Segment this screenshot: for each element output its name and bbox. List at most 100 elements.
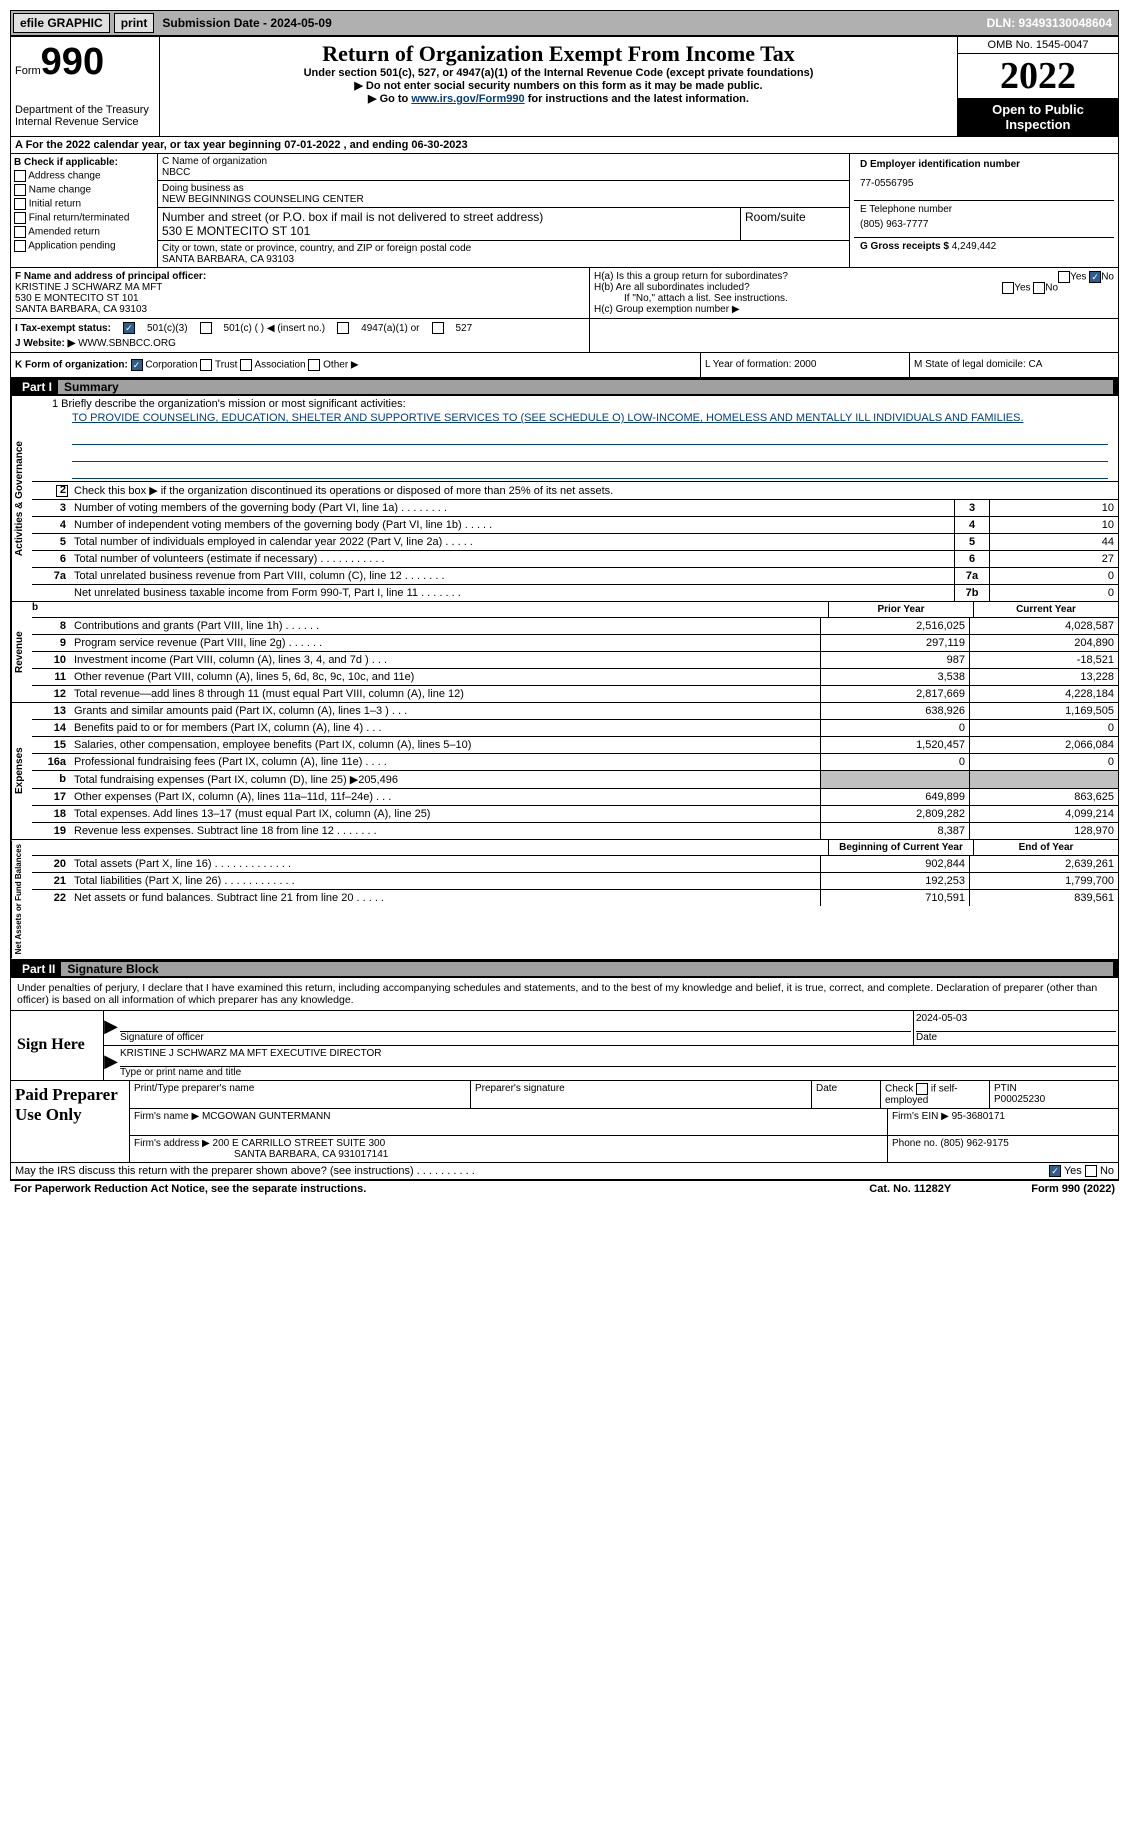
expenses-section: Expenses 13Grants and similar amounts pa… bbox=[10, 703, 1119, 840]
firm-ein: 95-3680171 bbox=[952, 1111, 1005, 1122]
m-state: M State of legal domicile: CA bbox=[909, 353, 1118, 377]
table-row: Net unrelated business taxable income fr… bbox=[32, 585, 1118, 601]
ein: 77-0556795 bbox=[860, 170, 1108, 197]
vlabel-na: Net Assets or Fund Balances bbox=[11, 840, 32, 958]
f-addr2: SANTA BARBARA, CA 93103 bbox=[15, 304, 585, 315]
tax-status-row: I Tax-exempt status: 501(c)(3) 501(c) ( … bbox=[10, 319, 1119, 353]
table-row: bTotal fundraising expenses (Part IX, co… bbox=[32, 771, 1118, 789]
pra-notice: For Paperwork Reduction Act Notice, see … bbox=[14, 1183, 869, 1195]
part1-header: Part I Summary bbox=[10, 378, 1119, 396]
part2-header: Part II Signature Block bbox=[10, 960, 1119, 978]
form-subtitle3: ▶ Go to www.irs.gov/Form990 for instruct… bbox=[164, 92, 953, 105]
j-label: J Website: ▶ bbox=[15, 338, 75, 349]
d-label: D Employer identification number bbox=[860, 159, 1108, 170]
table-row: 22Net assets or fund balances. Subtract … bbox=[32, 890, 1118, 906]
cb-501c[interactable] bbox=[200, 322, 212, 334]
b-label: B Check if applicable: bbox=[14, 157, 154, 168]
table-row: 13Grants and similar amounts paid (Part … bbox=[32, 703, 1118, 720]
website-url: WWW.SBNBCC.ORG bbox=[78, 338, 176, 349]
cb-initial[interactable] bbox=[14, 198, 26, 210]
sig-date: 2024-05-03 bbox=[916, 1013, 1116, 1032]
mission-q: 1 Briefly describe the organization's mi… bbox=[32, 396, 1118, 410]
addr-value: 530 E MONTECITO ST 101 bbox=[162, 224, 736, 238]
discuss-no[interactable] bbox=[1085, 1165, 1097, 1177]
dba-label: Doing business as bbox=[162, 183, 845, 194]
hb-label: H(b) Are all subordinates included? bbox=[594, 282, 750, 293]
cat-no: Cat. No. 11282Y bbox=[869, 1183, 951, 1195]
hb-no[interactable] bbox=[1033, 282, 1045, 294]
cb-addr[interactable] bbox=[14, 170, 26, 182]
form-subtitle1: Under section 501(c), 527, or 4947(a)(1)… bbox=[164, 67, 953, 79]
sig-of-officer: Signature of officer bbox=[120, 1032, 911, 1043]
ha-yes[interactable] bbox=[1058, 271, 1070, 283]
arrow-icon: ▶ bbox=[104, 1046, 118, 1080]
table-row: 21Total liabilities (Part X, line 26) . … bbox=[32, 873, 1118, 890]
dept-label: Department of the Treasury Internal Reve… bbox=[15, 104, 155, 128]
tax-year: 2022 bbox=[958, 54, 1118, 98]
vlabel-ag: Activities & Governance bbox=[11, 396, 32, 601]
print-btn[interactable]: print bbox=[114, 13, 155, 33]
sign-here-label: Sign Here bbox=[11, 1011, 104, 1080]
e-label: E Telephone number bbox=[860, 204, 1108, 215]
cb-corp[interactable] bbox=[131, 359, 143, 371]
cb-line2[interactable] bbox=[56, 485, 68, 497]
city-value: SANTA BARBARA, CA 93103 bbox=[162, 254, 845, 265]
cb-amended[interactable] bbox=[14, 226, 26, 238]
table-row: 6Total number of volunteers (estimate if… bbox=[32, 551, 1118, 568]
table-row: 4Number of independent voting members of… bbox=[32, 517, 1118, 534]
blank1 bbox=[72, 430, 1108, 445]
blank2 bbox=[72, 447, 1108, 462]
cb-527[interactable] bbox=[432, 322, 444, 334]
table-row: 5Total number of individuals employed in… bbox=[32, 534, 1118, 551]
l-year: L Year of formation: 2000 bbox=[700, 353, 909, 377]
discuss-yes[interactable] bbox=[1049, 1165, 1061, 1177]
table-row: 11Other revenue (Part VIII, column (A), … bbox=[32, 669, 1118, 686]
prep-name-h: Print/Type preparer's name bbox=[130, 1081, 471, 1108]
submission-label: Submission Date - 2024-05-09 bbox=[156, 16, 337, 30]
section-f-row: F Name and address of principal officer:… bbox=[10, 268, 1119, 319]
hb-yes[interactable] bbox=[1002, 282, 1014, 294]
table-row: 12Total revenue—add lines 8 through 11 (… bbox=[32, 686, 1118, 702]
cb-trust[interactable] bbox=[200, 359, 212, 371]
cb-final[interactable] bbox=[14, 212, 26, 224]
c-label: C Name of organization bbox=[162, 156, 845, 167]
table-row: 20Total assets (Part X, line 16) . . . .… bbox=[32, 856, 1118, 873]
cb-pending[interactable] bbox=[14, 240, 26, 252]
cb-other[interactable] bbox=[308, 359, 320, 371]
cb-assoc[interactable] bbox=[240, 359, 252, 371]
ha-no[interactable] bbox=[1089, 271, 1101, 283]
f-label: F Name and address of principal officer: bbox=[15, 271, 585, 282]
officer-name: KRISTINE J SCHWARZ MA MFT EXECUTIVE DIRE… bbox=[120, 1048, 1116, 1067]
firm-addr2: SANTA BARBARA, CA 931017141 bbox=[134, 1149, 388, 1160]
form-title: Return of Organization Exempt From Incom… bbox=[164, 41, 953, 67]
table-row: 16aProfessional fundraising fees (Part I… bbox=[32, 754, 1118, 771]
open-public: Open to Public Inspection bbox=[958, 98, 1118, 136]
declaration: Under penalties of perjury, I declare th… bbox=[11, 978, 1118, 1011]
table-row: 7aTotal unrelated business revenue from … bbox=[32, 568, 1118, 585]
irs-link[interactable]: www.irs.gov/Form990 bbox=[411, 93, 524, 105]
prep-date-h: Date bbox=[812, 1081, 881, 1108]
cb-self[interactable] bbox=[916, 1083, 928, 1095]
cb-4947[interactable] bbox=[337, 322, 349, 334]
k-form-row: K Form of organization: Corporation Trus… bbox=[10, 353, 1119, 378]
prep-sig-h: Preparer's signature bbox=[471, 1081, 812, 1108]
omb-number: OMB No. 1545-0047 bbox=[958, 37, 1118, 54]
g-label: G Gross receipts $ bbox=[860, 241, 952, 252]
table-row: 9Program service revenue (Part VIII, lin… bbox=[32, 635, 1118, 652]
vlabel-exp: Expenses bbox=[11, 703, 32, 839]
section-b-block: B Check if applicable: Address change Na… bbox=[10, 154, 1119, 268]
k-label: K Form of organization: bbox=[15, 360, 128, 371]
firm-name: MCGOWAN GUNTERMANN bbox=[202, 1111, 331, 1122]
form-header: Form990 Department of the Treasury Inter… bbox=[10, 36, 1119, 137]
cb-501c3[interactable] bbox=[123, 322, 135, 334]
firm-addr1: 200 E CARRILLO STREET SUITE 300 bbox=[213, 1138, 386, 1149]
i-label: I Tax-exempt status: bbox=[15, 323, 111, 334]
city-label: City or town, state or province, country… bbox=[162, 243, 845, 254]
form-footer: Form 990 (2022) bbox=[1031, 1183, 1115, 1195]
cb-name[interactable] bbox=[14, 184, 26, 196]
officer-name-label: Type or print name and title bbox=[120, 1067, 1116, 1078]
table-row: 17Other expenses (Part IX, column (A), l… bbox=[32, 789, 1118, 806]
efile-btn[interactable]: efile GRAPHIC bbox=[13, 13, 110, 33]
form-subtitle2: ▶ Do not enter social security numbers o… bbox=[164, 79, 953, 92]
netassets-section: Net Assets or Fund Balances Beginning of… bbox=[10, 840, 1119, 959]
